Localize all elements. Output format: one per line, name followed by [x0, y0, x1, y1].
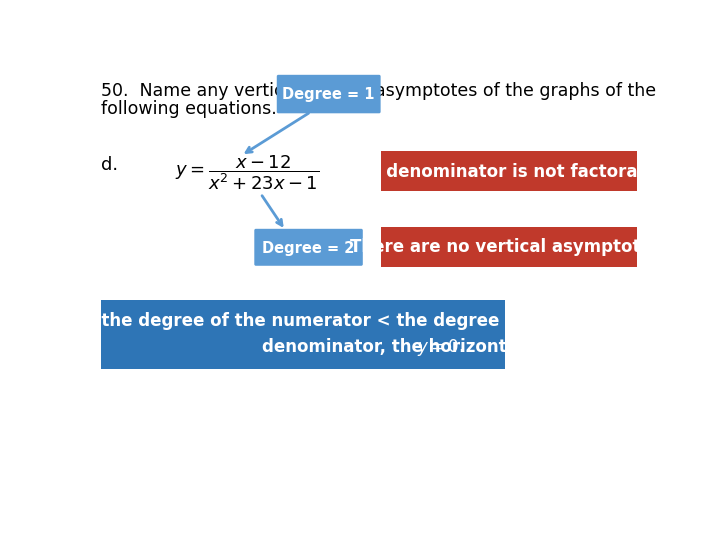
Text: following equations.: following equations. [101, 100, 276, 118]
FancyBboxPatch shape [101, 300, 505, 369]
Text: 50.  Name any vertical: 50. Name any vertical [101, 82, 299, 100]
Text: $y = \dfrac{x - 12}{x^2 + 23x - 1}$: $y = \dfrac{x - 12}{x^2 + 23x - 1}$ [175, 153, 320, 192]
Text: $y = 0$.: $y = 0$. [418, 337, 465, 358]
Text: al asymptotes of the graphs of the: al asymptotes of the graphs of the [354, 82, 656, 100]
Text: Degree = 1: Degree = 1 [282, 87, 375, 103]
FancyBboxPatch shape [381, 226, 637, 267]
Text: denominator, the horizontal asymptote is: denominator, the horizontal asymptote is [262, 339, 657, 356]
Text: Degree = 2: Degree = 2 [262, 240, 355, 255]
Text: Since the degree of the numerator < the degree of the: Since the degree of the numerator < the … [45, 312, 561, 330]
Text: d.: d. [101, 156, 118, 174]
FancyBboxPatch shape [254, 229, 363, 266]
FancyBboxPatch shape [276, 75, 381, 113]
Text: The denominator is not factorable.: The denominator is not factorable. [346, 163, 672, 181]
FancyBboxPatch shape [381, 151, 637, 191]
Text: There are no vertical asymptotes.: There are no vertical asymptotes. [350, 238, 668, 256]
